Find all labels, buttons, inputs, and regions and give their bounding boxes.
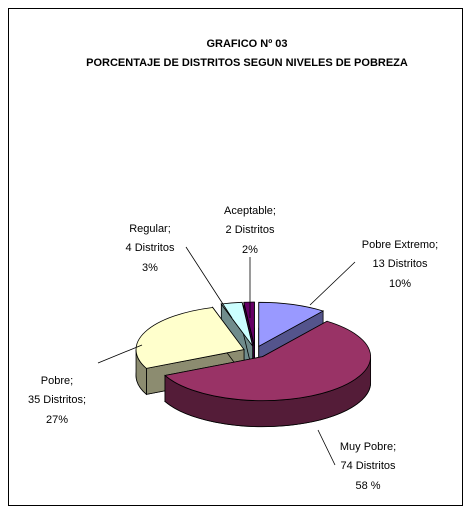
leader-line [309, 261, 356, 306]
data-label-percent: 3% [142, 262, 158, 274]
chart-title: GRAFICO Nº 03 [206, 38, 287, 50]
chart-subtitle: PORCENTAJE DE DISTRITOS SEGUN NIVELES DE… [86, 57, 408, 69]
slice [258, 301, 325, 347]
data-label-category: Pobre Extremo; [362, 239, 438, 251]
data-label-value: 4 Distritos [126, 242, 175, 254]
data-label-percent: 58 % [355, 480, 380, 492]
data-label-category: Pobre; [41, 375, 73, 387]
data-label-value: 2 Distritos [226, 224, 275, 236]
data-label-percent: 2% [242, 244, 258, 256]
data-label-value: 35 Distritos; [28, 394, 86, 406]
leader-line [185, 246, 233, 319]
data-label-category: Aceptable; [224, 205, 276, 217]
data-label-value: 74 Distritos [340, 460, 396, 472]
data-label-value: 13 Distritos [372, 258, 428, 270]
slice [135, 307, 245, 369]
data-label-category: Muy Pobre; [340, 441, 396, 453]
leader-line [317, 429, 336, 466]
data-label-percent: 10% [389, 278, 411, 290]
slice [164, 320, 371, 402]
data-label-category: Regular; [129, 223, 171, 235]
slice [243, 301, 255, 347]
leader-line [97, 344, 143, 364]
data-label-percent: 27% [46, 414, 68, 426]
